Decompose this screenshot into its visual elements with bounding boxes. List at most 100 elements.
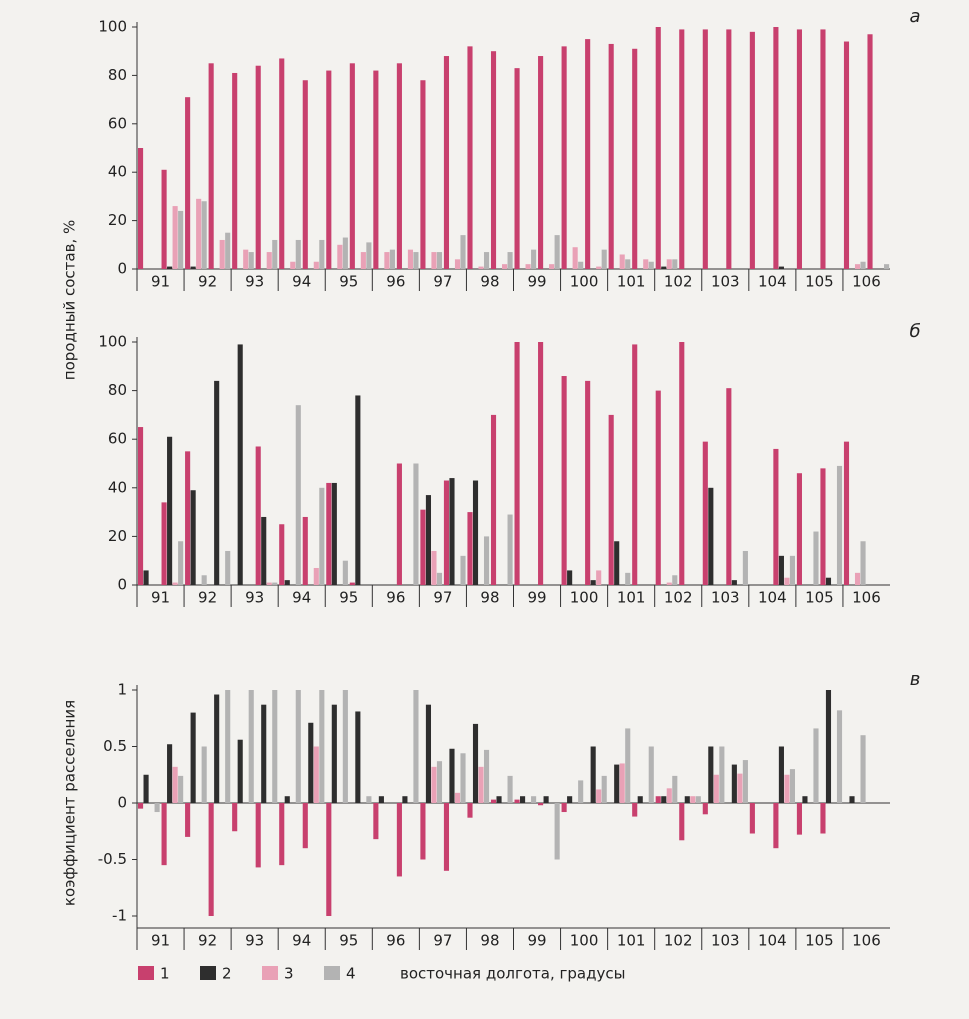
bar — [507, 252, 513, 269]
x-tick-label: 104 — [758, 932, 787, 950]
bar — [138, 803, 144, 809]
bar — [366, 242, 372, 269]
x-tick-label: 97 — [433, 589, 452, 607]
bar — [666, 788, 672, 803]
bar — [413, 463, 419, 585]
x-tick-label: 95 — [339, 589, 358, 607]
bar — [726, 388, 732, 585]
x-tick-label: 106 — [852, 273, 881, 291]
bar — [483, 536, 490, 585]
bar — [208, 63, 214, 269]
bar — [431, 550, 437, 585]
x-tick-label: 98 — [480, 589, 499, 607]
bar — [232, 72, 238, 269]
y-tick-label: 100 — [98, 18, 127, 36]
bar — [836, 710, 843, 803]
x-tick-label: 96 — [386, 589, 405, 607]
bar — [572, 247, 578, 269]
bar — [561, 376, 567, 585]
bar — [514, 799, 520, 803]
x-tick-label: 105 — [805, 589, 834, 607]
bar — [742, 760, 748, 803]
y-tick-label: 0.5 — [103, 737, 127, 755]
bar — [172, 582, 178, 585]
bar — [161, 803, 167, 866]
x-tick-label: 98 — [480, 932, 499, 950]
bar — [820, 468, 826, 585]
bar — [702, 29, 708, 270]
bar — [219, 239, 225, 269]
bar — [836, 465, 843, 585]
x-tick-label: 103 — [711, 589, 740, 607]
x-tick-label: 96 — [386, 932, 405, 950]
bar — [525, 264, 531, 269]
y-tick-label: 0 — [117, 794, 127, 812]
x-tick-label: 99 — [527, 589, 546, 607]
y-tick-label: 40 — [108, 478, 127, 496]
bar — [319, 690, 325, 803]
x-tick-label: 103 — [711, 273, 740, 291]
legend-swatch — [324, 966, 340, 980]
bar — [490, 414, 497, 585]
y-tick-label: 20 — [108, 211, 127, 229]
bar — [237, 739, 243, 803]
bar — [337, 244, 343, 269]
bar — [420, 803, 426, 860]
legend-label: 3 — [284, 965, 294, 983]
x-tick-label: 100 — [570, 932, 599, 950]
bar — [507, 514, 513, 585]
x-tick-label: 92 — [198, 932, 217, 950]
x-tick-label: 106 — [852, 589, 881, 607]
bar — [860, 541, 866, 585]
bar — [225, 232, 231, 269]
x-tick-label: 93 — [245, 273, 264, 291]
bar — [520, 796, 526, 803]
bar — [596, 570, 602, 585]
bar — [690, 796, 696, 803]
bar — [178, 541, 184, 585]
bar — [360, 252, 366, 269]
bar — [266, 582, 272, 585]
bar — [389, 249, 395, 269]
bar — [585, 380, 591, 585]
bar — [349, 63, 355, 269]
bar — [161, 169, 167, 269]
bar — [784, 774, 790, 803]
y-tick-label: 80 — [108, 66, 127, 84]
bar — [255, 65, 261, 269]
bar — [154, 803, 160, 813]
bar — [820, 803, 826, 834]
bar — [679, 29, 685, 270]
bar — [514, 342, 520, 585]
x-tick-label: 104 — [758, 273, 787, 291]
bar — [713, 774, 719, 803]
bar — [295, 405, 301, 585]
bar — [172, 766, 178, 803]
bar — [490, 51, 497, 270]
bar — [272, 582, 278, 585]
bar — [496, 796, 502, 803]
bar — [731, 580, 737, 585]
bar — [436, 761, 443, 803]
legend-swatch — [262, 966, 278, 980]
panel-label: б — [909, 321, 920, 342]
legend-swatch — [138, 966, 154, 980]
bar — [578, 780, 584, 803]
bar — [695, 796, 701, 803]
bar — [201, 575, 207, 585]
bar — [467, 803, 473, 818]
bar — [431, 252, 437, 269]
bar — [425, 704, 432, 803]
x-tick-label: 94 — [292, 589, 311, 607]
bar — [355, 711, 361, 803]
bar — [449, 748, 455, 803]
bar — [860, 261, 866, 269]
bar — [661, 266, 667, 269]
bar — [578, 261, 584, 269]
bar — [167, 266, 173, 269]
bar — [655, 27, 661, 269]
bar — [672, 575, 678, 585]
bar — [366, 796, 372, 803]
bar — [425, 495, 432, 585]
